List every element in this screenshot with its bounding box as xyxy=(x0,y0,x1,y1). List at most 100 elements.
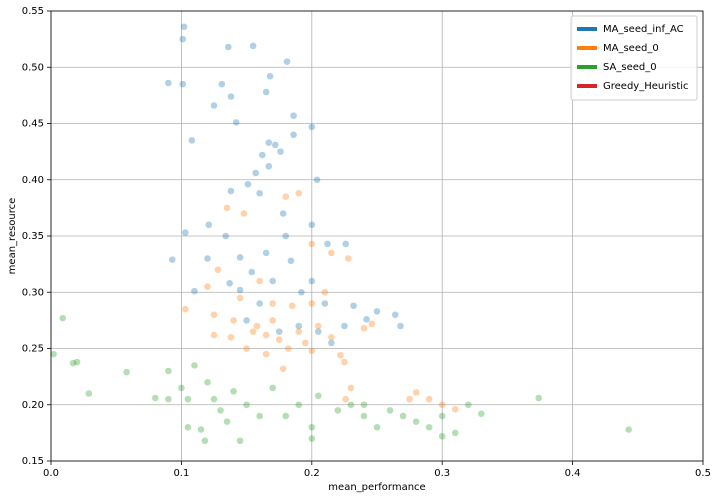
point xyxy=(334,407,342,414)
point xyxy=(204,283,211,290)
point xyxy=(438,401,446,409)
point xyxy=(328,249,335,257)
point xyxy=(240,210,248,217)
point xyxy=(262,331,270,339)
point xyxy=(290,112,297,119)
point xyxy=(205,221,213,229)
point xyxy=(399,412,407,420)
point xyxy=(179,35,187,43)
point xyxy=(168,256,176,263)
point xyxy=(301,339,309,347)
y-tick-label: 0.25 xyxy=(22,344,44,355)
point xyxy=(265,162,273,170)
point xyxy=(243,345,250,352)
point xyxy=(345,255,352,262)
point xyxy=(201,437,209,445)
point xyxy=(123,368,130,376)
point xyxy=(412,418,420,425)
point xyxy=(290,131,297,139)
point xyxy=(386,407,394,414)
point xyxy=(451,429,459,437)
point xyxy=(287,257,295,265)
point xyxy=(165,395,172,403)
point xyxy=(266,72,274,80)
point xyxy=(236,286,244,294)
point xyxy=(182,229,189,236)
point xyxy=(253,322,261,330)
x-tick-label: 0.2 xyxy=(304,468,320,479)
point xyxy=(308,123,316,131)
point xyxy=(391,311,399,319)
point xyxy=(313,176,321,184)
x-tick-label: 0.0 xyxy=(43,468,59,479)
point xyxy=(368,320,376,328)
point xyxy=(328,333,335,341)
point xyxy=(350,302,357,310)
point xyxy=(236,437,244,445)
x-tick-label: 0.4 xyxy=(565,468,581,479)
point xyxy=(315,392,322,400)
point xyxy=(50,350,57,358)
point xyxy=(275,336,283,343)
point xyxy=(464,401,472,409)
point xyxy=(308,277,316,285)
point xyxy=(188,137,196,144)
point xyxy=(258,151,266,159)
point xyxy=(337,351,344,359)
point xyxy=(152,394,159,402)
point xyxy=(360,324,368,332)
point xyxy=(308,435,316,442)
point xyxy=(271,141,279,149)
legend-box xyxy=(570,15,698,101)
point xyxy=(360,412,368,420)
point xyxy=(625,426,632,433)
legend-label: Greedy_Heuristic xyxy=(603,81,689,92)
point xyxy=(227,93,235,100)
point xyxy=(191,362,198,369)
point xyxy=(406,395,413,403)
y-tick-label: 0.55 xyxy=(22,6,44,17)
point xyxy=(269,317,276,324)
point xyxy=(59,314,67,322)
legend-label: MA_seed_0 xyxy=(603,43,659,54)
y-tick-label: 0.50 xyxy=(22,62,44,73)
point xyxy=(184,395,192,403)
point xyxy=(256,277,263,285)
point xyxy=(223,418,231,425)
point xyxy=(204,255,211,262)
point xyxy=(342,240,350,248)
point xyxy=(308,347,316,355)
point xyxy=(324,240,331,248)
x-tick-label: 0.1 xyxy=(173,468,189,479)
point xyxy=(373,423,381,431)
point xyxy=(282,232,290,240)
point xyxy=(438,432,446,440)
point xyxy=(256,189,263,197)
point xyxy=(244,180,252,188)
point xyxy=(308,221,316,229)
point xyxy=(230,387,237,395)
y-tick-label: 0.35 xyxy=(22,231,44,242)
point xyxy=(232,119,240,126)
point xyxy=(178,384,185,392)
point xyxy=(535,394,542,402)
point xyxy=(256,412,263,420)
point xyxy=(69,359,77,367)
point xyxy=(342,395,350,403)
point xyxy=(373,308,381,315)
point xyxy=(217,407,224,414)
point xyxy=(165,367,172,375)
point xyxy=(225,43,232,51)
point xyxy=(478,410,485,418)
y-axis-label: mean_resource xyxy=(7,198,18,275)
point xyxy=(223,204,231,212)
point xyxy=(321,288,329,296)
point xyxy=(256,300,263,307)
point xyxy=(218,80,226,88)
y-tick-label: 0.45 xyxy=(22,119,44,130)
point xyxy=(210,102,218,109)
x-tick-label: 0.3 xyxy=(434,468,450,479)
y-tick-label: 0.30 xyxy=(22,287,44,298)
point xyxy=(328,339,335,347)
point xyxy=(222,232,230,240)
